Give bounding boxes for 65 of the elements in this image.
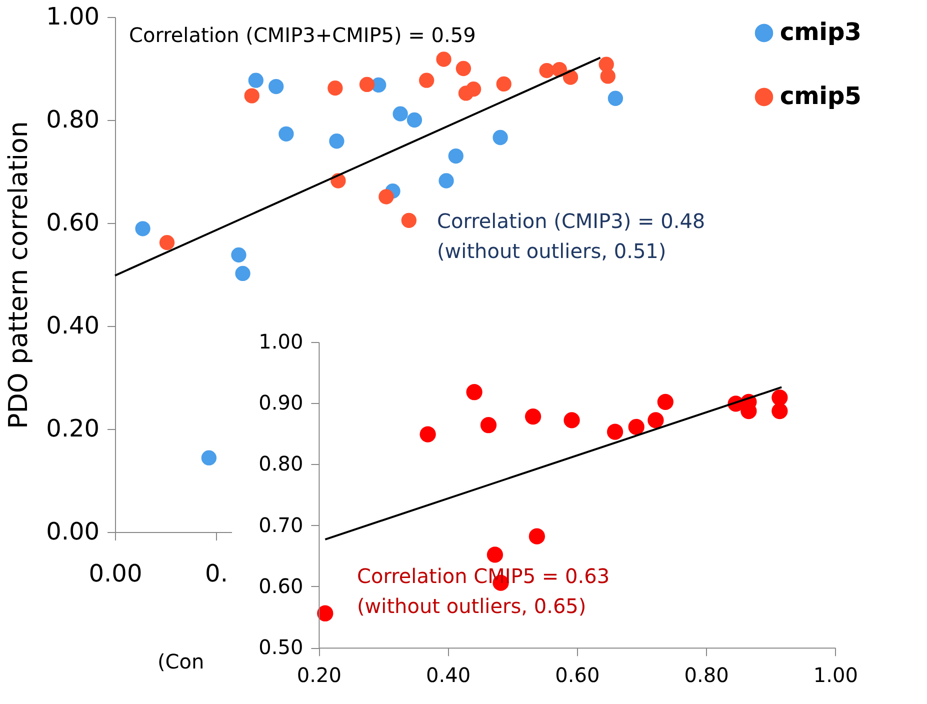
point — [486, 546, 504, 563]
x-tick-label: 0.40 — [426, 663, 471, 688]
point — [248, 72, 264, 88]
legend-label: cmip5 — [780, 82, 862, 110]
point — [135, 221, 150, 236]
point — [438, 173, 454, 188]
point — [600, 68, 616, 84]
point — [392, 106, 408, 122]
point — [564, 412, 580, 428]
y-tick-label: 0.90 — [258, 390, 304, 415]
point — [317, 605, 334, 622]
point — [480, 417, 497, 434]
point — [159, 235, 175, 250]
point — [378, 189, 394, 204]
y-tick-label: 0.20 — [46, 414, 100, 442]
annotation: Correlation (CMIP3) = 0.48 (without outliers, 0.51) — [437, 209, 706, 263]
point — [420, 426, 436, 442]
point — [406, 112, 422, 128]
y-tick-label: 0.60 — [46, 208, 100, 236]
annotation: Correlation (CMIP3+CMIP5) = 0.59 — [129, 23, 476, 47]
x-tick-label: 1.00 — [813, 663, 858, 688]
point — [328, 80, 343, 96]
x-tick-label: 0.60 — [555, 663, 600, 688]
point — [606, 424, 624, 440]
point — [608, 90, 624, 106]
point — [436, 52, 452, 67]
point — [772, 390, 788, 406]
point — [628, 418, 644, 436]
point — [419, 72, 434, 88]
x-tick-label: 0. — [205, 560, 228, 588]
point — [657, 394, 674, 410]
y-tick-label: 0.80 — [258, 452, 304, 476]
y-tick-label: 0.50 — [258, 635, 304, 660]
point — [201, 450, 217, 466]
y-tick-label: 0.00 — [46, 518, 100, 546]
point — [235, 266, 250, 282]
point — [329, 134, 344, 149]
legend-label: cmip3 — [780, 18, 862, 46]
point — [528, 528, 545, 544]
point — [231, 247, 246, 262]
point — [524, 408, 542, 425]
point — [492, 130, 508, 146]
y-tick-label: 0.40 — [46, 312, 100, 340]
y-tick-label: 1.00 — [258, 330, 304, 354]
x-tick-label: 0.80 — [684, 663, 729, 688]
point — [539, 62, 554, 78]
y-tick-label: 1.00 — [46, 2, 100, 30]
point — [496, 76, 512, 92]
x-axis-title: (Con — [158, 650, 204, 674]
y-tick-label: 0.70 — [258, 512, 304, 537]
x-tick-label: 0.20 — [296, 663, 342, 688]
point — [278, 126, 294, 142]
point — [244, 88, 260, 104]
point — [466, 384, 482, 400]
point — [466, 82, 482, 97]
point — [268, 78, 284, 94]
annotation: Correlation CMIP5 = 0.63 (without outliers, 0.65) — [357, 564, 610, 618]
point — [401, 212, 416, 228]
point — [448, 148, 464, 164]
y-tick-label: 0.80 — [46, 106, 100, 134]
point — [359, 76, 375, 92]
point — [648, 412, 664, 428]
point — [772, 403, 788, 420]
point — [456, 60, 472, 76]
y-axis-title: PDO pattern correlation — [4, 121, 34, 429]
